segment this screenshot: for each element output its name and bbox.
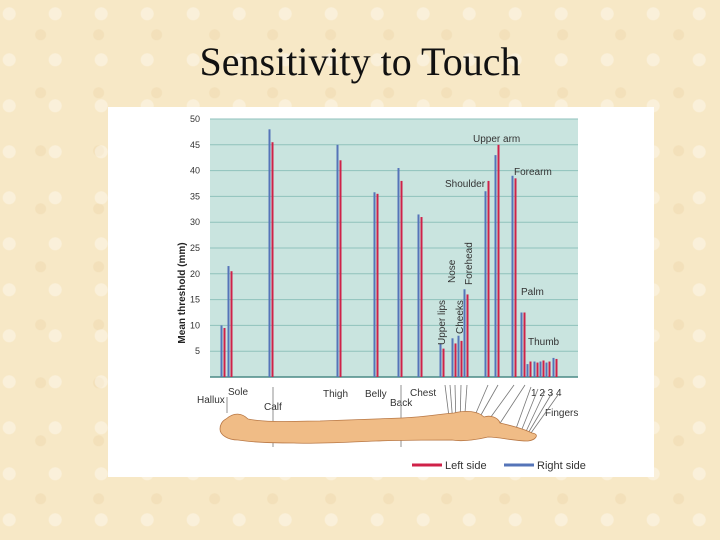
y-tick-label: 10: [190, 320, 200, 330]
bar-left-belly: [376, 193, 379, 377]
bar-left-forearm: [514, 178, 517, 377]
y-axis-label: Mean threshold (mm): [177, 242, 188, 343]
bar-left-2: [542, 360, 545, 377]
bar-right-4: [552, 357, 555, 377]
body-silhouette: [219, 410, 537, 444]
bar-right-thumb: [526, 364, 529, 377]
y-tick-label: 50: [190, 114, 200, 124]
slide-title: Sensitivity to Touch: [199, 39, 521, 84]
legend-right-label: Right side: [537, 460, 586, 472]
bar-left-thigh: [339, 160, 342, 377]
bar-right-chest: [417, 214, 420, 377]
bar-right-sole: [227, 266, 230, 377]
label-thumb: Thumb: [528, 337, 560, 348]
y-tick-label: 40: [190, 166, 200, 176]
bar-right-3: [545, 362, 548, 377]
y-tick-label: 45: [190, 140, 200, 150]
touch-sensitivity-figure: 5 10 15 20 25 30 35 40 45 50 Mean threshold (mm) …: [108, 107, 654, 477]
label-palm: Palm: [521, 287, 544, 298]
bar-right-forearm: [511, 175, 514, 377]
y-tick-label: 30: [190, 217, 200, 227]
label-shoulder: Shoulder: [445, 179, 486, 190]
bar-right-1: [533, 361, 536, 377]
label-hallux: Hallux: [197, 395, 225, 406]
bar-left-forehead: [466, 294, 469, 377]
bar-right-forehead: [463, 289, 466, 377]
y-tick-label: 20: [190, 269, 200, 279]
label-forehead: Forehead: [464, 242, 475, 285]
bar-left-shoulder: [487, 180, 490, 377]
bar-right-cheeks: [451, 338, 454, 377]
label-thigh: Thigh: [323, 389, 348, 400]
bar-right-shoulder: [484, 191, 487, 377]
legend: Left side Right side: [412, 460, 586, 472]
bar-left-hallux: [223, 327, 226, 377]
legend-left-label: Left side: [445, 460, 487, 472]
bar-right-palm: [520, 312, 523, 377]
label-upper-arm: Upper arm: [473, 134, 520, 145]
bar-right-2: [539, 361, 542, 377]
bar-left-1: [536, 362, 539, 377]
bar-left-chest: [420, 217, 423, 377]
y-tick-label: 35: [190, 191, 200, 201]
bar-right-upper-lips: [439, 343, 442, 377]
bar-left-thumb: [529, 361, 532, 377]
y-tick-label: 25: [190, 243, 200, 253]
label-sole: Sole: [228, 387, 248, 398]
label-belly: Belly: [365, 389, 387, 400]
bar-left-3: [548, 361, 551, 377]
bar-left-upper-lips: [442, 348, 445, 377]
bar-right-nose: [457, 335, 460, 377]
bar-right-hallux: [220, 325, 223, 377]
bar-right-back: [397, 168, 400, 377]
bar-left-4: [555, 358, 558, 377]
y-tick-label: 15: [190, 295, 200, 305]
bar-left-cheeks: [454, 343, 457, 377]
bar-right-calf: [268, 129, 271, 377]
bar-left-back: [400, 180, 403, 377]
bar-left-sole: [230, 271, 233, 377]
y-tick-label: 5: [195, 346, 200, 356]
bar-left-calf: [271, 142, 274, 377]
bar-right-upper-arm: [494, 155, 497, 377]
label-upper-lips: Upper lips: [437, 300, 448, 345]
label-chest: Chest: [410, 388, 436, 399]
bar-left-upper-arm: [497, 144, 500, 377]
label-finger-numbers: 1 2 3 4: [531, 388, 562, 399]
bar-right-belly: [373, 192, 376, 377]
bar-left-palm: [523, 312, 526, 377]
bar-left-nose: [460, 340, 463, 377]
label-cheeks: Cheeks: [455, 300, 466, 334]
label-back: Back: [390, 398, 413, 409]
label-fingers: Fingers: [545, 408, 578, 419]
label-nose: Nose: [447, 259, 458, 283]
bar-right-thigh: [336, 144, 339, 377]
label-forearm: Forearm: [514, 167, 552, 178]
